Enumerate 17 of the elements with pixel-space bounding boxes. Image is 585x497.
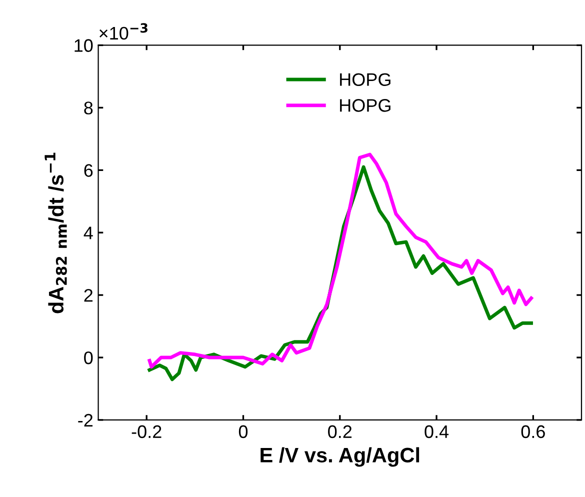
legend-label: HOPG: [340, 73, 390, 86]
x-tick-label: 0.6: [521, 425, 545, 438]
x-axis-title: E /V vs. Ag/AgCl: [260, 447, 420, 467]
y-tick-label: 10: [74, 39, 93, 52]
legend-label: HOPG: [340, 99, 390, 112]
x-tick-label: 0.2: [328, 425, 352, 438]
y-tick-label: 0: [84, 351, 93, 364]
x-tick-label: -0.2: [132, 425, 162, 438]
x-tick-label: 0.4: [424, 425, 449, 438]
y-tick-label: 2: [84, 288, 93, 302]
y-tick-label: 8: [84, 102, 93, 114]
y-axis-title: dA$_{282 nm}$/dt /s$^{−1}$: [44, 152, 67, 314]
x-tick-label: 0: [238, 425, 248, 438]
y-tick-label: 6: [84, 164, 93, 177]
y-tick-label: -2: [78, 414, 93, 427]
text: ×10$^{−3}$: [100, 23, 148, 40]
y-tick-label: 4: [84, 226, 93, 240]
